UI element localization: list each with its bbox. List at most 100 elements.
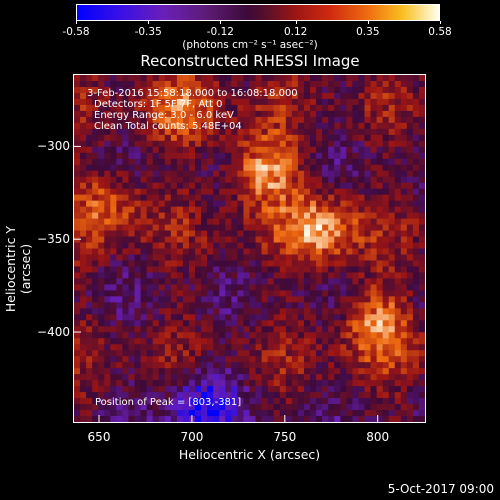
heatmap-cell [364, 212, 371, 219]
heatmap-cell [291, 200, 299, 208]
heatmap-cell [207, 392, 214, 399]
heatmap-cell [406, 374, 414, 381]
heatmap-cell [225, 128, 232, 136]
heatmap-cell [412, 308, 420, 315]
heatmap-cell [364, 350, 371, 357]
heatmap-cell [400, 308, 408, 315]
heatmap-cell [219, 290, 226, 297]
heatmap-cell [182, 218, 190, 225]
heatmap-cell [164, 224, 172, 231]
heatmap-cell [358, 200, 365, 208]
heatmap-cell [316, 176, 323, 184]
heatmap-cell [334, 320, 341, 327]
heatmap-cell [316, 188, 323, 196]
heatmap-cell [170, 116, 178, 124]
heatmap-cell [334, 212, 341, 219]
heatmap-cell [243, 356, 250, 363]
heatmap-cell [279, 302, 287, 309]
heatmap-cell [418, 182, 425, 190]
heatmap-cell [231, 98, 238, 106]
heatmap-cell [74, 266, 81, 273]
heatmap-cell [201, 164, 208, 172]
heatmap-cell [188, 194, 196, 202]
heatmap-cell [346, 404, 353, 411]
heatmap-cell [340, 116, 347, 124]
heatmap-cell [152, 368, 160, 375]
heatmap-cell [267, 110, 275, 118]
heatmap-cell [170, 86, 178, 94]
heatmap-cell [406, 158, 414, 166]
heatmap-cell [279, 350, 287, 357]
heatmap-cell [273, 284, 281, 291]
heatmap-cell [104, 116, 111, 124]
heatmap-cell [303, 146, 311, 154]
heatmap-cell [98, 230, 105, 237]
heatmap-cell [231, 368, 238, 375]
heatmap-cell [255, 110, 262, 118]
heatmap-cell [201, 80, 208, 88]
heatmap-cell [376, 176, 384, 184]
heatmap-cell [219, 200, 226, 208]
heatmap-cell [243, 224, 250, 231]
heatmap-cell [182, 368, 190, 375]
chart-title: Reconstructed RHESSI Image [140, 52, 360, 70]
heatmap-cell [158, 158, 166, 166]
heatmap-cell [388, 230, 396, 237]
heatmap-cell [388, 182, 396, 190]
heatmap-cell [412, 284, 420, 291]
heatmap-cell [394, 176, 402, 184]
heatmap-cell [140, 278, 148, 285]
heatmap-cell [370, 86, 377, 94]
heatmap-cell [86, 308, 93, 315]
heatmap-cell [418, 338, 425, 345]
heatmap-cell [116, 212, 123, 219]
heatmap-cell [328, 206, 335, 213]
heatmap-cell [104, 356, 111, 363]
heatmap-cell [358, 416, 365, 422]
heatmap-cell [334, 152, 341, 160]
heatmap-cell [231, 338, 238, 345]
heatmap-cell [322, 182, 329, 190]
heatmap-cell [303, 278, 311, 285]
heatmap-cell [412, 188, 420, 196]
heatmap-cell [207, 134, 214, 142]
heatmap-cell [80, 356, 87, 363]
heatmap-cell [328, 344, 335, 351]
heatmap-cell [219, 122, 226, 130]
heatmap-cell [134, 278, 141, 285]
heatmap-cell [334, 290, 341, 297]
heatmap-cell [340, 416, 347, 422]
heatmap-cell [310, 104, 317, 112]
heatmap-cell [128, 152, 135, 160]
heatmap-cell [328, 110, 335, 118]
heatmap-cell [74, 92, 81, 100]
heatmap-cell [340, 374, 347, 381]
heatmap-cell [110, 284, 117, 291]
heatmap-cell [110, 368, 117, 375]
heatmap-cell [418, 320, 425, 327]
heatmap-cell [273, 398, 281, 405]
heatmap-cell [80, 416, 87, 422]
heatmap-cell [249, 338, 256, 345]
heatmap-cell [418, 380, 425, 387]
heatmap-cell [310, 206, 317, 213]
heatmap-cell [128, 314, 135, 321]
heatmap-cell [352, 374, 359, 381]
heatmap-cell [382, 338, 390, 345]
heatmap-cell [122, 200, 129, 208]
heatmap-cell [104, 272, 111, 279]
heatmap-cell [195, 122, 202, 130]
heatmap-cell [334, 98, 341, 106]
heatmap-cell [267, 314, 275, 321]
heatmap-cell [394, 188, 402, 196]
heatmap-cell [176, 92, 184, 100]
heatmap-cell [400, 206, 408, 213]
heatmap-cell [182, 410, 190, 417]
heatmap-cell [152, 362, 160, 369]
heatmap-cell [140, 122, 148, 130]
heatmap-cell [116, 338, 123, 345]
heatmap-cell [116, 368, 123, 375]
heatmap-cell [104, 134, 111, 142]
heatmap-cell [382, 362, 390, 369]
heatmap-cell [340, 110, 347, 118]
